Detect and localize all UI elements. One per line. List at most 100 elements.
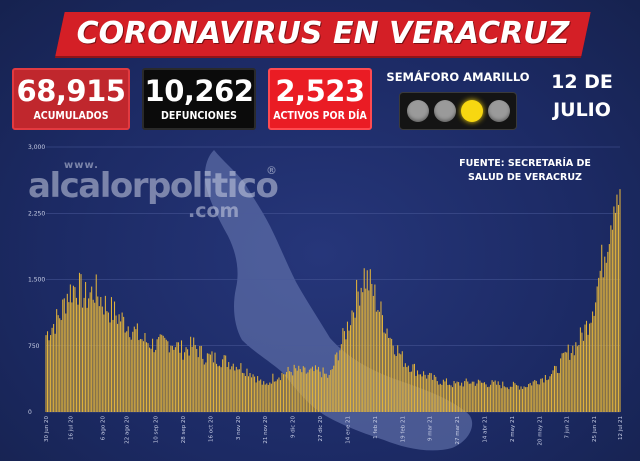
bar <box>89 292 91 412</box>
source-line2: SALUD DE VERACRUZ <box>468 172 582 183</box>
bar <box>112 319 114 412</box>
bar <box>46 331 49 412</box>
bar <box>247 376 250 412</box>
bar <box>244 376 246 412</box>
bar <box>614 212 616 412</box>
x-tick-label: 20 may 21 <box>537 416 543 445</box>
x-tick-label: 16 oct 20 <box>208 416 214 443</box>
bar <box>203 364 205 412</box>
bar <box>605 262 607 412</box>
bar <box>104 295 106 412</box>
bar <box>598 277 600 412</box>
stat-acumulados-label: ACUMULADOS <box>33 110 109 122</box>
bar <box>579 327 581 412</box>
bar <box>540 378 542 412</box>
bar <box>313 371 315 412</box>
bar <box>550 374 553 412</box>
bar <box>199 346 201 412</box>
bar <box>426 378 428 412</box>
x-tick-label: 22 ago 20 <box>125 416 131 444</box>
bar <box>223 355 225 412</box>
watermark-com: .com <box>188 200 240 222</box>
bar <box>57 315 59 412</box>
stat-activos-label: ACTIVOS POR DÍA <box>273 110 367 122</box>
bar <box>336 352 338 412</box>
bar <box>383 332 385 412</box>
bar <box>282 374 285 412</box>
bar <box>404 363 406 412</box>
bar <box>407 365 409 412</box>
bar <box>279 380 281 412</box>
stat-defunciones-value: 10,262 <box>144 74 254 108</box>
bar <box>80 274 82 412</box>
bar <box>558 373 560 412</box>
bar <box>219 365 221 412</box>
bar <box>511 386 513 412</box>
bar <box>381 315 384 412</box>
bar <box>311 366 313 412</box>
bar <box>619 189 621 412</box>
bar <box>305 373 307 412</box>
bar <box>554 365 556 412</box>
bar <box>467 381 469 412</box>
bar <box>296 370 298 412</box>
bar <box>289 371 291 412</box>
bar <box>354 317 356 412</box>
bar <box>538 384 540 412</box>
bar <box>293 364 295 412</box>
bar <box>222 359 224 412</box>
bar <box>98 306 100 412</box>
bar <box>319 371 321 412</box>
bar <box>103 314 105 412</box>
bar <box>502 381 504 412</box>
bar <box>476 383 478 412</box>
bar <box>191 346 193 412</box>
bar <box>458 382 460 412</box>
bar <box>499 385 501 412</box>
bar <box>110 297 112 412</box>
bar <box>522 388 524 412</box>
bar <box>69 284 71 412</box>
bar <box>444 381 446 412</box>
y-axis: 3,000 2,250 1,500 750 0 <box>28 144 45 416</box>
bar <box>228 362 230 412</box>
bar <box>211 351 213 412</box>
bar <box>184 352 186 412</box>
bar <box>187 349 189 412</box>
bar <box>412 364 414 412</box>
bar <box>107 312 109 412</box>
bar <box>496 384 498 412</box>
bar <box>267 384 269 412</box>
bar <box>557 372 559 412</box>
bar <box>377 310 379 412</box>
bar <box>421 376 423 412</box>
x-tick-label: 27 mar 21 <box>455 416 461 444</box>
light-2 <box>434 100 456 122</box>
bar <box>569 359 571 412</box>
bar <box>595 302 597 412</box>
bar <box>371 283 373 412</box>
bar <box>515 384 517 412</box>
bar <box>340 344 342 412</box>
bar <box>526 387 528 412</box>
bar <box>177 342 179 412</box>
bar <box>337 360 339 412</box>
bar <box>231 366 233 412</box>
bar <box>45 335 47 412</box>
bar <box>88 298 90 412</box>
bar <box>582 340 584 412</box>
stat-acumulados: 68,915 ACUMULADOS <box>12 68 130 130</box>
bar <box>266 383 268 412</box>
bar <box>118 314 120 412</box>
bar <box>409 371 411 412</box>
bar <box>447 385 449 412</box>
bar <box>333 365 335 412</box>
bar <box>363 268 365 412</box>
stat-defunciones: 10,262 DEFUNCIONES <box>142 68 256 130</box>
bar <box>301 372 303 412</box>
bar <box>578 345 580 412</box>
bar <box>391 338 393 412</box>
bar <box>528 384 530 412</box>
bar <box>75 297 77 412</box>
bar <box>68 302 70 412</box>
